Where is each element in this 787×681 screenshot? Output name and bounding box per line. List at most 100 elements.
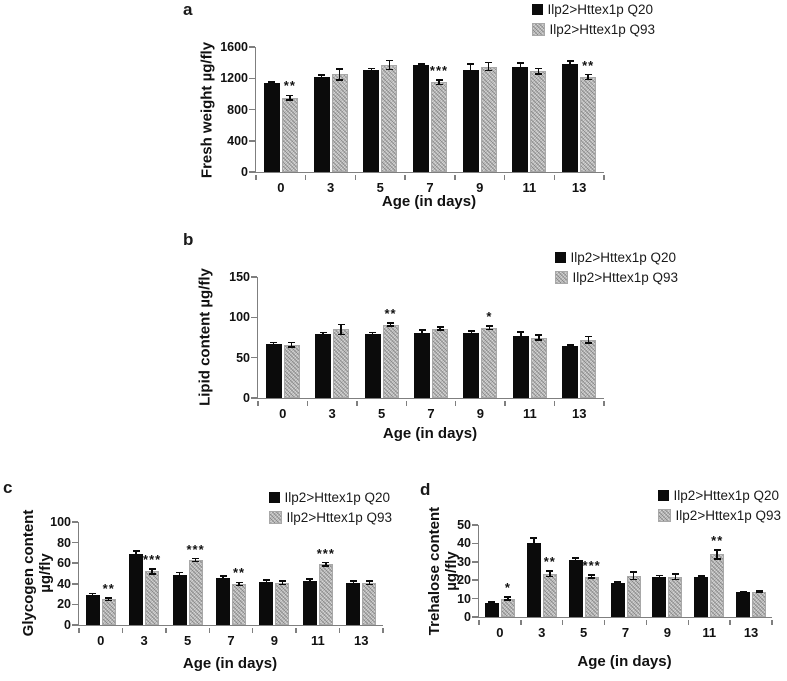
y-tick-label: 80 bbox=[57, 535, 71, 550]
x-tick-label: 11 bbox=[702, 625, 717, 640]
panel-c: c Ilp2>Httex1p Q20 Ilp2>Httex1p Q93 Glyc… bbox=[0, 458, 394, 681]
bar-q20 bbox=[736, 592, 751, 617]
error-bar-line bbox=[438, 79, 440, 85]
x-axis-title-b: Age (in days) bbox=[382, 425, 478, 442]
error-bar-line bbox=[574, 558, 577, 562]
bar-q93 bbox=[188, 560, 203, 625]
error-bar-cap bbox=[288, 346, 296, 348]
error-bar-line bbox=[178, 572, 181, 577]
legend-item-q20: Ilp2>Httex1p Q20 bbox=[657, 488, 781, 503]
error-bar-cap bbox=[485, 61, 493, 64]
legend-swatch-q20-icon bbox=[554, 252, 566, 263]
x-tick bbox=[603, 620, 606, 625]
error-bar-cap bbox=[467, 330, 475, 332]
y-tick bbox=[472, 597, 478, 600]
error-bar-line bbox=[368, 581, 371, 585]
x-tick bbox=[354, 175, 357, 180]
error-bar-cap bbox=[534, 67, 542, 70]
error-bar-cap bbox=[504, 599, 512, 601]
error-bar-cap bbox=[176, 575, 184, 578]
error-bar-line bbox=[590, 575, 593, 578]
bar-q93 bbox=[331, 74, 348, 172]
x-tick bbox=[255, 175, 257, 180]
x-tick-label: 9 bbox=[663, 625, 671, 640]
y-tick bbox=[472, 616, 478, 618]
y-tick bbox=[472, 524, 478, 526]
bar-q20 bbox=[512, 66, 529, 172]
error-bar-cap bbox=[516, 62, 524, 64]
error-bar-cap bbox=[288, 341, 296, 344]
error-bar-cap bbox=[671, 578, 679, 581]
bar-q93 bbox=[281, 97, 298, 172]
error-bar-line bbox=[370, 68, 373, 73]
error-bar-line bbox=[420, 63, 422, 67]
legend-b: Ilp2>Httex1p Q20 Ilp2>Httex1p Q93 bbox=[554, 250, 678, 285]
significance-stars: ** bbox=[384, 305, 397, 321]
error-bar-cap bbox=[588, 577, 596, 579]
error-bar-cap bbox=[365, 583, 373, 586]
x-tick bbox=[603, 175, 605, 180]
error-bar-cap bbox=[268, 81, 276, 83]
y-tick-label: 1600 bbox=[220, 40, 248, 54]
y-tick bbox=[72, 603, 78, 606]
panel-label-a: a bbox=[183, 0, 193, 19]
significance-stars: ** bbox=[543, 554, 556, 569]
error-bar-cap bbox=[387, 322, 395, 324]
bar-q93 bbox=[530, 71, 547, 172]
bar-q20 bbox=[610, 582, 625, 617]
error-bar-line bbox=[758, 590, 760, 593]
significance-stars: ** bbox=[102, 581, 115, 597]
bar-q93 bbox=[432, 328, 448, 398]
x-tick bbox=[295, 628, 297, 633]
error-bar-cap bbox=[566, 344, 574, 346]
legend-item-q93: Ilp2>Httex1p Q93 bbox=[657, 508, 781, 523]
bar-q93 bbox=[584, 576, 599, 617]
error-bar-line bbox=[491, 602, 493, 605]
legend-c: Ilp2>Httex1p Q20 Ilp2>Httex1p Q93 bbox=[268, 490, 392, 525]
x-tick bbox=[520, 620, 522, 625]
error-bar-cap bbox=[417, 63, 425, 65]
x-tick bbox=[729, 620, 731, 625]
error-bar-cap bbox=[105, 597, 113, 599]
error-bar-cap bbox=[504, 596, 512, 598]
y-tick-label: 40 bbox=[457, 536, 471, 551]
error-bar-cap bbox=[566, 60, 574, 62]
bar-q20 bbox=[463, 332, 480, 398]
y-tick bbox=[72, 541, 78, 544]
error-bar-line bbox=[537, 68, 540, 74]
error-bar-cap bbox=[176, 571, 184, 574]
bar-q93 bbox=[580, 77, 597, 172]
error-bar-cap bbox=[336, 79, 344, 81]
error-bar-cap bbox=[418, 335, 426, 338]
error-bar-cap bbox=[336, 68, 344, 70]
significance-stars: *** bbox=[143, 551, 162, 567]
bar-q20 bbox=[562, 64, 579, 172]
error-bar-cap bbox=[517, 331, 525, 333]
x-axis-title-d: Age (in days) bbox=[577, 653, 672, 670]
y-tick bbox=[251, 276, 257, 278]
error-bar-line bbox=[700, 576, 702, 579]
error-bar-cap bbox=[89, 592, 97, 595]
bar-q20 bbox=[363, 70, 380, 172]
significance-stars: *** bbox=[429, 62, 449, 78]
bar-q20 bbox=[512, 335, 529, 398]
error-bar-cap bbox=[235, 581, 243, 583]
error-bar-cap bbox=[235, 584, 243, 587]
significance-stars: *** bbox=[316, 545, 335, 561]
error-bar-line bbox=[320, 75, 323, 79]
error-bar-line bbox=[587, 336, 590, 344]
error-bar-cap bbox=[270, 344, 278, 347]
x-tick bbox=[478, 620, 480, 625]
error-bar-line bbox=[520, 331, 522, 340]
error-bar-line bbox=[309, 579, 311, 583]
x-tick-label: 3 bbox=[328, 406, 336, 421]
y-tick-label: 100 bbox=[229, 310, 250, 325]
error-bar-line bbox=[325, 562, 327, 566]
y-tick-label: 0 bbox=[243, 391, 250, 405]
x-tick bbox=[338, 628, 341, 633]
error-bar-cap bbox=[572, 557, 580, 559]
error-bar-cap bbox=[488, 603, 496, 606]
x-tick-label: 7 bbox=[227, 633, 235, 648]
error-bar-cap bbox=[192, 560, 200, 563]
bar-q20 bbox=[526, 543, 541, 617]
